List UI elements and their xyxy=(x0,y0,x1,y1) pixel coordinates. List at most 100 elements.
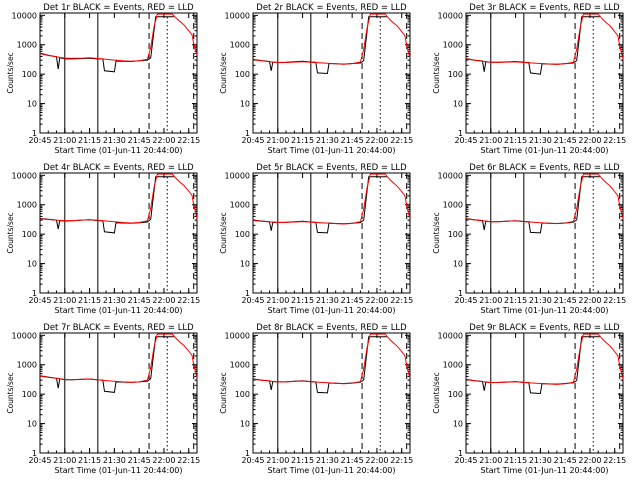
x-tick-label: 21:00 xyxy=(53,456,76,465)
y-tick-label: 1 xyxy=(32,129,37,138)
plot-frame xyxy=(465,172,624,294)
chart-panel-6: 1 10 100 1000 10000 20:45 21:00 21:15 21:30 21:45… xyxy=(432,163,626,315)
plot-frame xyxy=(252,12,411,134)
x-tick-label: 21:00 xyxy=(479,296,502,305)
y-tick-label: 1000 xyxy=(230,361,250,370)
y-tick-label: 100 xyxy=(235,70,250,79)
x-tick-label: 21:45 xyxy=(554,296,577,305)
x-tick-label: 20:45 xyxy=(241,456,264,465)
x-tick-label: 22:15 xyxy=(390,296,413,305)
y-tick-label: 10 xyxy=(453,100,463,109)
x-axis-label: Start Time (01-Jun-11 20:44:00) xyxy=(268,146,396,155)
x-tick-label: 21:45 xyxy=(341,136,364,145)
x-tick-label: 21:30 xyxy=(316,296,339,305)
series-line-lld xyxy=(465,13,624,65)
plot-frame xyxy=(252,332,411,454)
y-tick-label: 1000 xyxy=(443,41,463,50)
x-tick-label: 20:45 xyxy=(28,296,51,305)
x-tick-label: 21:15 xyxy=(504,296,527,305)
x-tick-label: 20:45 xyxy=(28,456,51,465)
chart-panel-4: 1 10 100 1000 10000 20:45 21:00 21:15 21:30 21:45… xyxy=(6,163,200,315)
y-tick-label: 10000 xyxy=(225,171,250,180)
y-axis-label: Counts/sec xyxy=(219,52,228,93)
series-line-lld xyxy=(252,173,411,225)
x-tick-label: 21:00 xyxy=(266,296,289,305)
y-tick-label: 1 xyxy=(458,289,463,298)
y-tick-label: 10 xyxy=(27,260,37,269)
chart-title: Det 2r BLACK = Events, RED = LLD xyxy=(256,3,407,13)
x-tick-label: 22:00 xyxy=(578,136,601,145)
series-line-events xyxy=(465,16,600,75)
series-line-lld xyxy=(465,333,624,385)
chart-panel-9: 1 10 100 1000 10000 20:45 21:00 21:15 21:30 21:45… xyxy=(432,323,626,475)
x-tick-label: 21:15 xyxy=(291,136,314,145)
plot-frame xyxy=(465,12,624,134)
x-axis-label: Start Time (01-Jun-11 20:44:00) xyxy=(481,146,609,155)
y-tick-label: 10 xyxy=(240,260,250,269)
x-tick-label: 21:45 xyxy=(128,296,151,305)
y-tick-label: 100 xyxy=(448,70,463,79)
x-tick-label: 21:15 xyxy=(291,456,314,465)
plot-frame xyxy=(39,172,198,294)
x-tick-label: 21:00 xyxy=(479,456,502,465)
y-tick-label: 1000 xyxy=(17,41,37,50)
y-axis-label: Counts/sec xyxy=(6,372,15,413)
x-tick-label: 22:15 xyxy=(177,296,200,305)
y-axis-label: Counts/sec xyxy=(432,212,441,253)
x-tick-label: 22:00 xyxy=(365,136,388,145)
x-tick-label: 22:00 xyxy=(152,456,175,465)
y-tick-label: 100 xyxy=(448,390,463,399)
x-tick-label: 22:15 xyxy=(177,456,200,465)
x-tick-label: 21:45 xyxy=(341,456,364,465)
plot-frame xyxy=(39,332,198,454)
x-tick-label: 22:15 xyxy=(390,136,413,145)
y-tick-label: 10 xyxy=(453,420,463,429)
x-tick-label: 22:00 xyxy=(578,456,601,465)
chart-title: Det 5r BLACK = Events, RED = LLD xyxy=(256,163,407,173)
chart-title: Det 9r BLACK = Events, RED = LLD xyxy=(469,323,620,333)
y-tick-label: 1 xyxy=(458,449,463,458)
series-line-lld xyxy=(39,13,198,62)
x-tick-label: 21:45 xyxy=(128,456,151,465)
y-tick-label: 10000 xyxy=(12,11,37,20)
y-tick-label: 10000 xyxy=(438,171,463,180)
x-axis-label: Start Time (01-Jun-11 20:44:00) xyxy=(481,306,609,315)
x-tick-label: 21:30 xyxy=(103,136,126,145)
y-tick-label: 100 xyxy=(22,70,37,79)
x-tick-label: 20:45 xyxy=(454,296,477,305)
y-tick-label: 1 xyxy=(32,449,37,458)
x-tick-label: 21:30 xyxy=(529,296,552,305)
y-axis-label: Counts/sec xyxy=(432,52,441,93)
series-line-events xyxy=(465,176,600,234)
x-tick-label: 21:00 xyxy=(53,296,76,305)
y-tick-label: 1 xyxy=(245,449,250,458)
series-line-lld xyxy=(39,173,198,224)
y-tick-label: 1 xyxy=(245,129,250,138)
y-tick-label: 1000 xyxy=(443,201,463,210)
y-tick-label: 100 xyxy=(22,390,37,399)
series-line-lld xyxy=(252,333,411,385)
x-tick-label: 21:30 xyxy=(103,296,126,305)
x-tick-label: 21:30 xyxy=(103,456,126,465)
chart-title: Det 1r BLACK = Events, RED = LLD xyxy=(43,3,194,13)
y-tick-label: 10000 xyxy=(12,331,37,340)
x-tick-label: 20:45 xyxy=(241,296,264,305)
chart-title: Det 3r BLACK = Events, RED = LLD xyxy=(469,3,620,13)
y-tick-label: 10 xyxy=(27,100,37,109)
x-tick-label: 21:30 xyxy=(316,136,339,145)
y-axis-label: Counts/sec xyxy=(219,372,228,413)
y-tick-label: 1 xyxy=(245,289,250,298)
x-tick-label: 21:30 xyxy=(529,136,552,145)
x-tick-label: 21:45 xyxy=(128,136,151,145)
chart-panel-7: 1 10 100 1000 10000 20:45 21:00 21:15 21:30 21:45… xyxy=(6,323,200,475)
y-tick-label: 100 xyxy=(448,230,463,239)
x-tick-label: 22:00 xyxy=(365,296,388,305)
x-tick-label: 20:45 xyxy=(454,456,477,465)
chart-title: Det 4r BLACK = Events, RED = LLD xyxy=(43,163,194,173)
y-tick-label: 10000 xyxy=(438,11,463,20)
x-tick-label: 22:00 xyxy=(578,296,601,305)
x-tick-label: 21:30 xyxy=(316,456,339,465)
chart-panel-8: 1 10 100 1000 10000 20:45 21:00 21:15 21:30 21:45… xyxy=(219,323,413,475)
series-line-events xyxy=(39,176,174,234)
x-tick-label: 22:00 xyxy=(365,456,388,465)
